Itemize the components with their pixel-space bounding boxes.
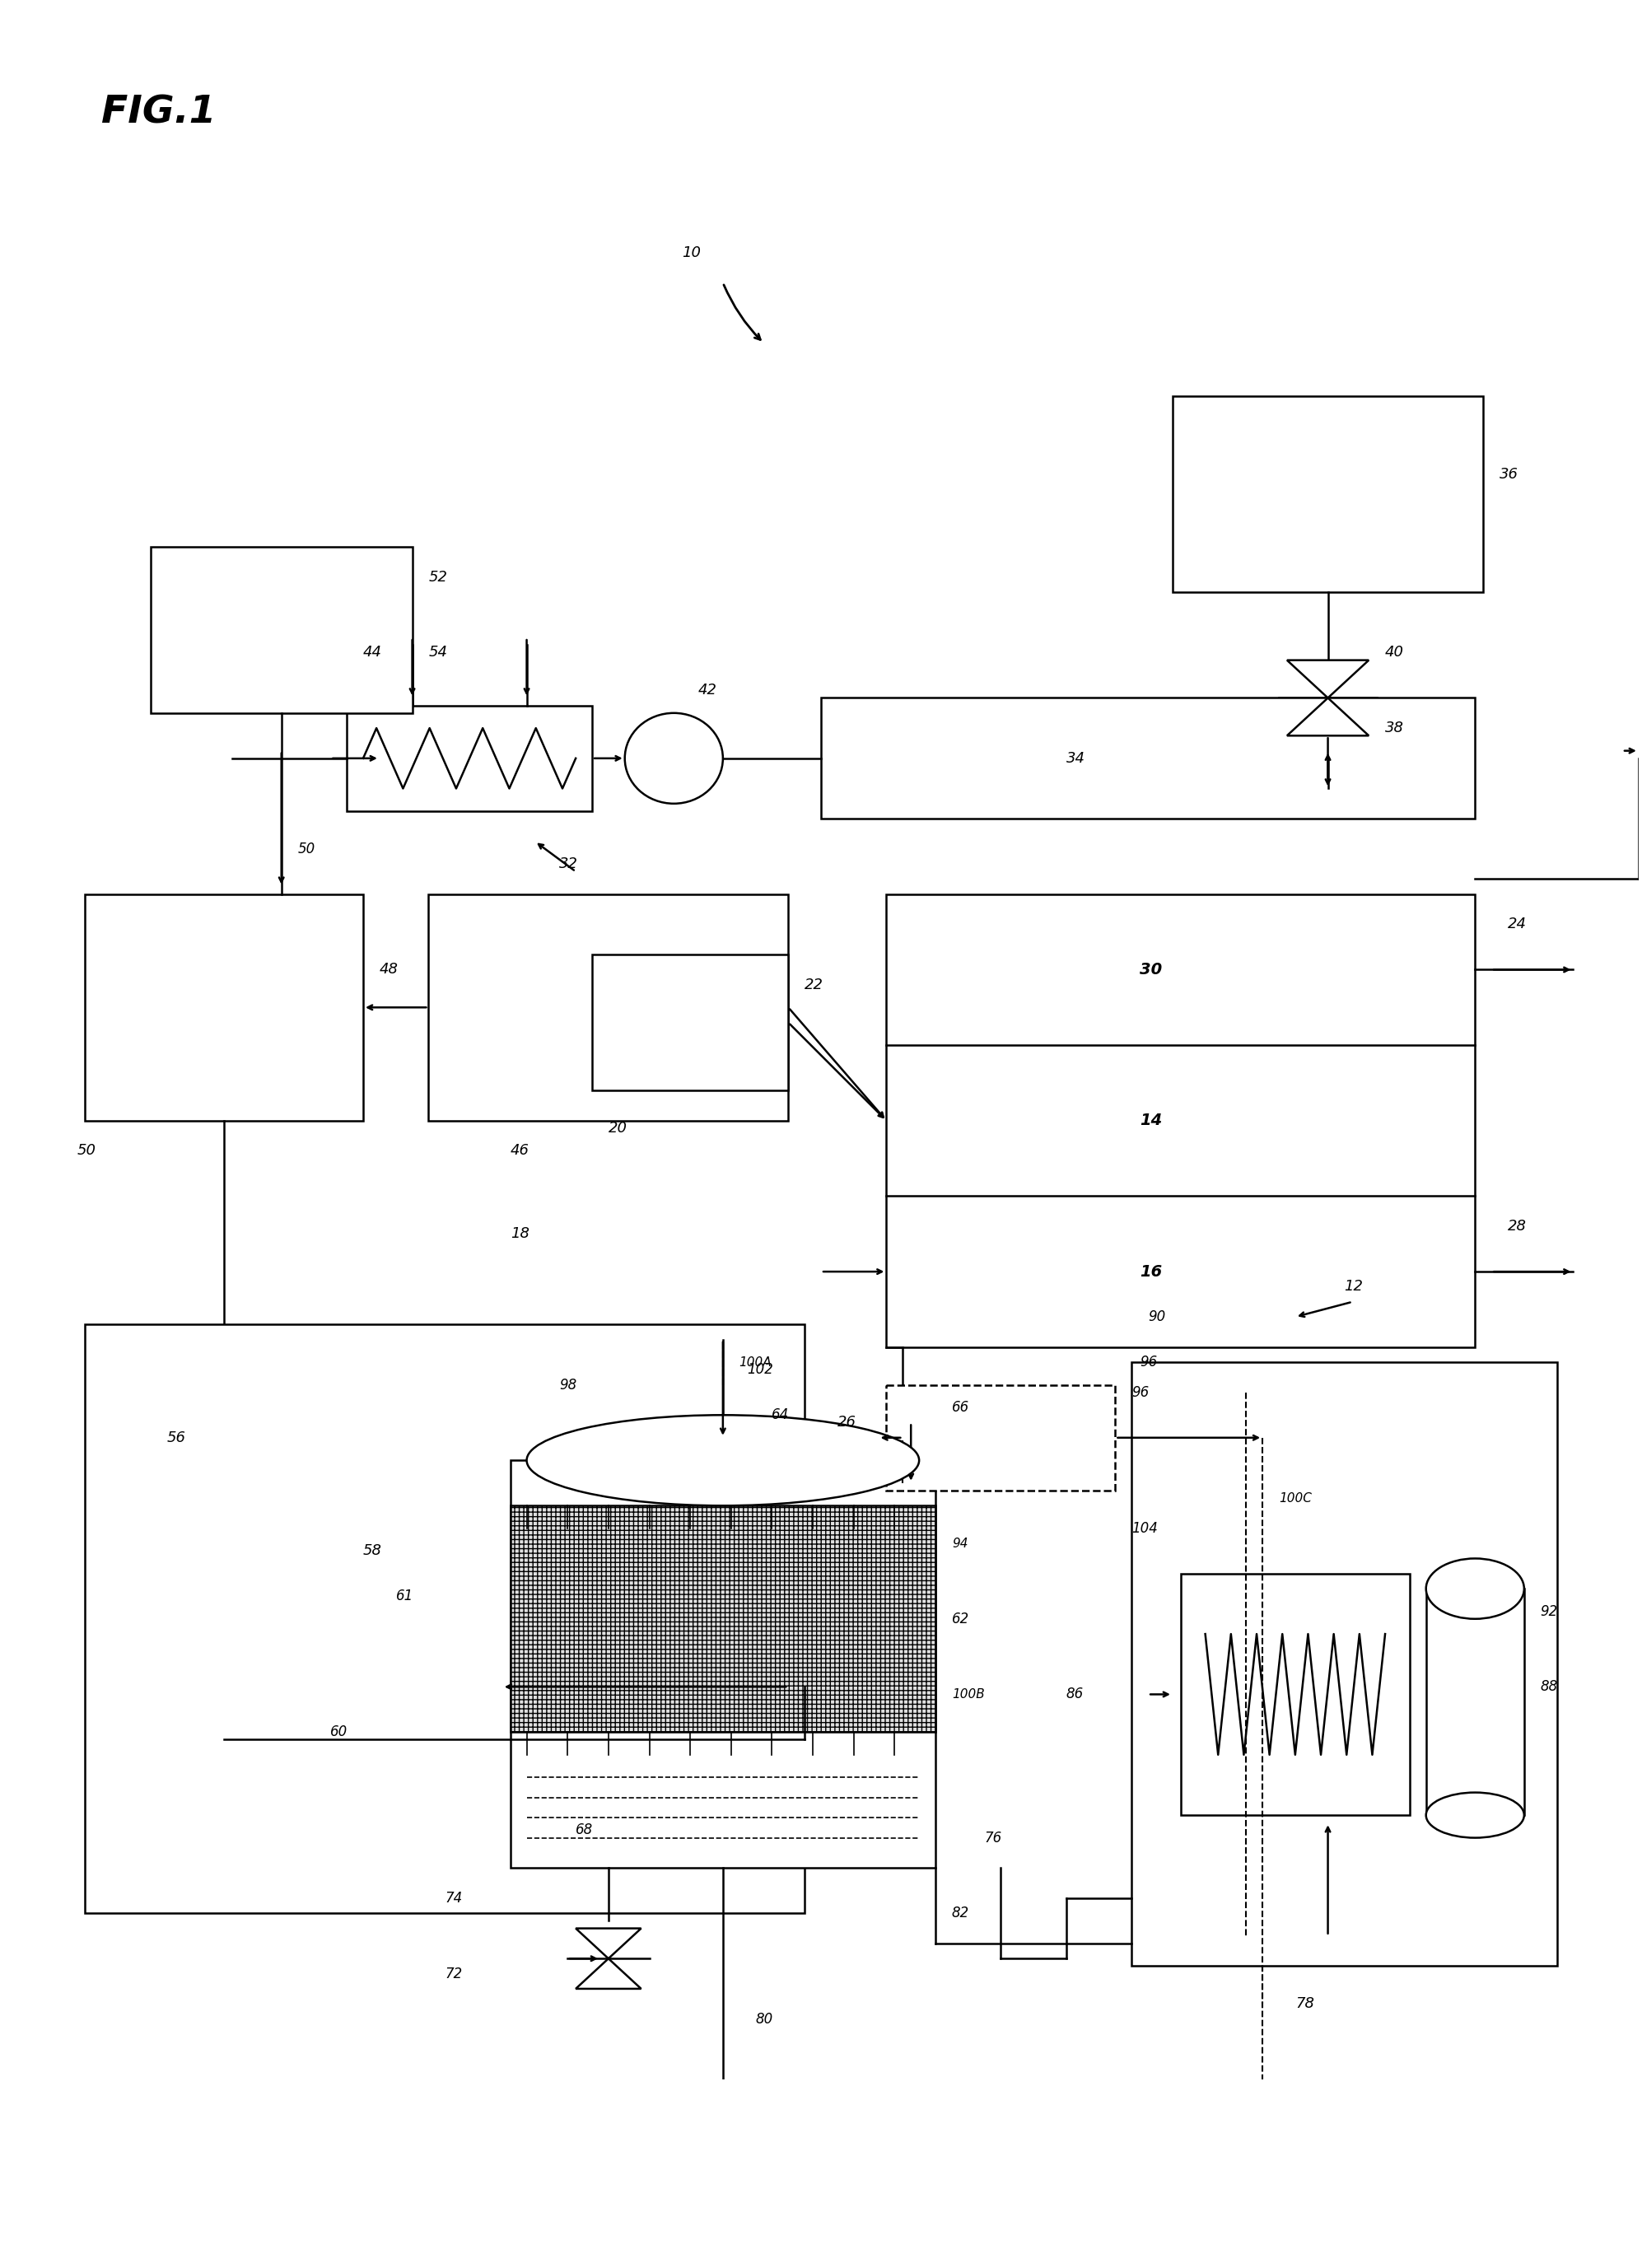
Text: 20: 20 xyxy=(609,1120,627,1136)
Text: 40: 40 xyxy=(1386,644,1404,660)
Text: 66: 66 xyxy=(952,1399,969,1415)
Text: 12: 12 xyxy=(1345,1279,1363,1295)
Text: 102: 102 xyxy=(747,1363,773,1377)
Bar xyxy=(593,955,788,1091)
Text: 24: 24 xyxy=(1507,916,1527,932)
Text: 90: 90 xyxy=(1148,1309,1166,1325)
Text: 52: 52 xyxy=(429,569,448,585)
Text: 16: 16 xyxy=(1140,1263,1163,1279)
Bar xyxy=(151,547,412,712)
Polygon shape xyxy=(1287,660,1369,699)
Text: 98: 98 xyxy=(560,1377,576,1393)
Text: 34: 34 xyxy=(1066,751,1085,767)
Text: 46: 46 xyxy=(511,1143,529,1159)
Text: FIG.1: FIG.1 xyxy=(102,93,217,132)
Text: 38: 38 xyxy=(1386,721,1404,735)
Text: 30: 30 xyxy=(1140,962,1163,978)
Text: 54: 54 xyxy=(429,644,448,660)
Bar xyxy=(1131,1363,1557,1966)
Text: 50: 50 xyxy=(77,1143,95,1159)
Circle shape xyxy=(665,2132,780,2239)
Text: 10: 10 xyxy=(681,245,701,261)
Text: 44: 44 xyxy=(363,644,383,660)
Bar xyxy=(511,1506,936,1733)
Text: 96: 96 xyxy=(1140,1354,1158,1370)
Ellipse shape xyxy=(527,1415,920,1506)
Circle shape xyxy=(626,712,722,803)
Text: 88: 88 xyxy=(1540,1678,1558,1694)
Bar xyxy=(887,894,1475,1347)
Text: 100C: 100C xyxy=(1279,1492,1312,1504)
Text: 48: 48 xyxy=(379,962,399,978)
Text: 78: 78 xyxy=(1296,1996,1314,2012)
Bar xyxy=(887,1386,1115,1490)
Bar xyxy=(102,2093,346,2261)
Text: 62: 62 xyxy=(952,1613,969,1626)
Bar xyxy=(85,1325,805,1914)
Text: 104: 104 xyxy=(1131,1522,1158,1535)
Bar xyxy=(690,1438,755,1483)
Bar xyxy=(429,894,788,1120)
Text: 80: 80 xyxy=(755,2012,773,2025)
Text: 36: 36 xyxy=(1499,467,1519,481)
Text: 86: 86 xyxy=(1066,1687,1084,1701)
Text: 28: 28 xyxy=(1507,1218,1527,1234)
Text: 60: 60 xyxy=(330,1724,348,1740)
Bar xyxy=(1425,1588,1524,1814)
Text: 32: 32 xyxy=(560,857,578,871)
Bar xyxy=(1181,1574,1409,1814)
Text: 96: 96 xyxy=(1131,1386,1149,1399)
Polygon shape xyxy=(576,1928,640,1960)
Bar xyxy=(821,699,1475,819)
Text: 58: 58 xyxy=(363,1545,383,1558)
Text: 100B: 100B xyxy=(952,1687,985,1701)
Text: 42: 42 xyxy=(698,683,718,699)
Text: 50: 50 xyxy=(297,841,315,857)
Text: 92: 92 xyxy=(1540,1603,1558,1619)
Text: 82: 82 xyxy=(952,1905,969,1921)
Text: 74: 74 xyxy=(445,1892,463,1905)
Ellipse shape xyxy=(1425,1792,1524,1837)
Polygon shape xyxy=(1287,699,1369,735)
Text: 26: 26 xyxy=(837,1415,855,1431)
Polygon shape xyxy=(576,1960,640,1989)
Bar xyxy=(511,1461,936,1869)
Text: 94: 94 xyxy=(952,1538,967,1549)
Text: 64: 64 xyxy=(772,1408,790,1422)
Text: 100A: 100A xyxy=(739,1356,772,1368)
Text: 61: 61 xyxy=(396,1590,414,1603)
Text: 76: 76 xyxy=(985,1830,1002,1846)
Bar xyxy=(346,705,593,812)
Text: 68: 68 xyxy=(576,1823,593,1837)
Bar xyxy=(1172,397,1483,592)
Text: 22: 22 xyxy=(805,978,824,991)
Text: 18: 18 xyxy=(511,1227,529,1241)
Text: 72: 72 xyxy=(445,1966,463,1980)
Text: 14: 14 xyxy=(1140,1114,1163,1129)
Text: 56: 56 xyxy=(167,1431,186,1445)
Bar xyxy=(85,894,363,1120)
Ellipse shape xyxy=(1425,1558,1524,1619)
